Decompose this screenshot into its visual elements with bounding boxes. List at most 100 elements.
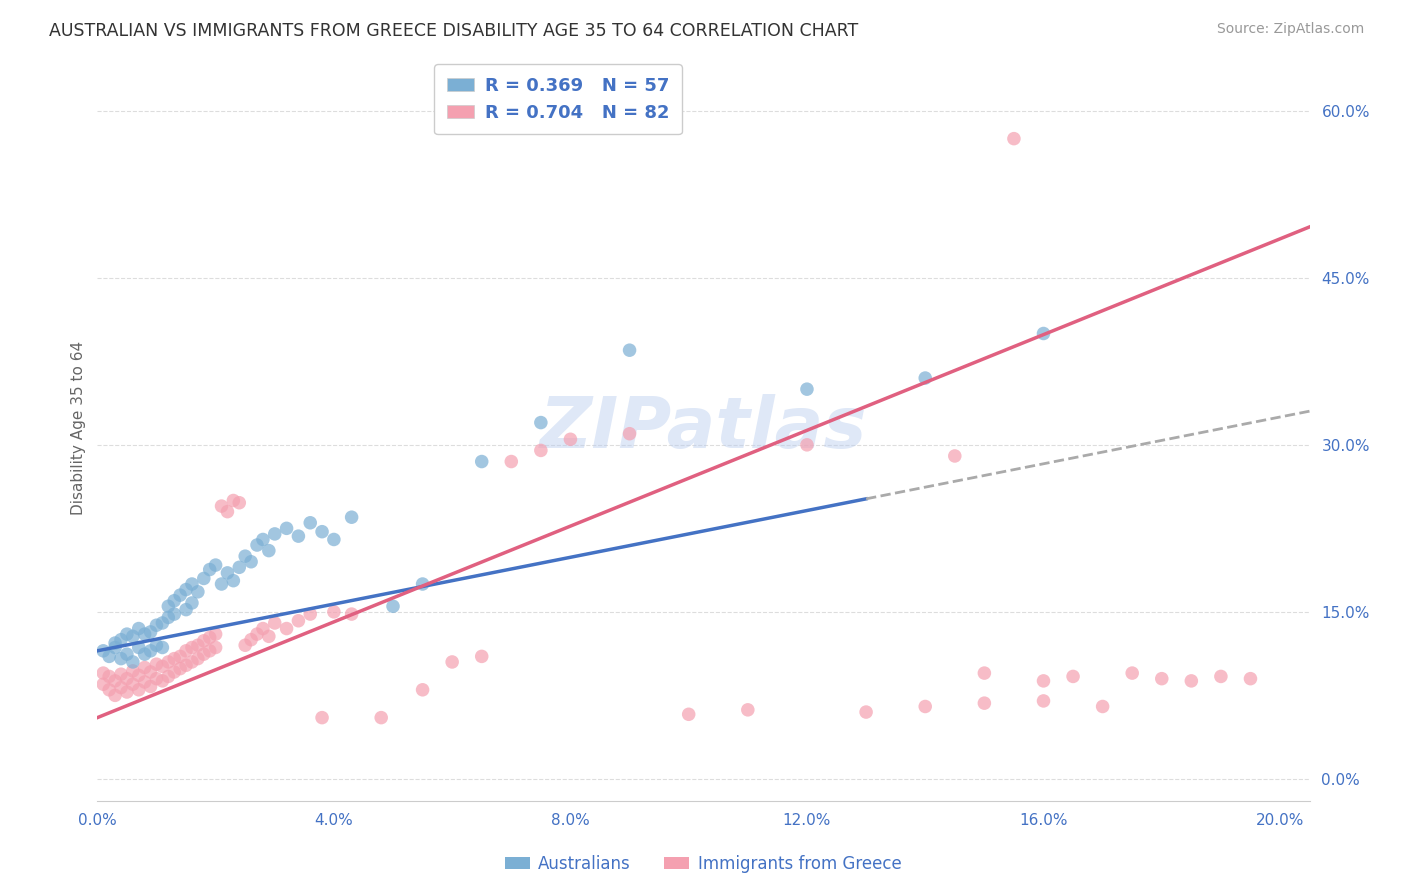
Point	[1121, 666, 1143, 681]
Point	[104, 640, 127, 655]
Point	[382, 599, 405, 614]
Point	[152, 673, 174, 688]
Point	[1239, 672, 1261, 686]
Point	[104, 673, 127, 688]
Point	[193, 647, 215, 661]
Point	[1180, 673, 1202, 688]
Point	[1032, 673, 1054, 688]
Point	[1091, 699, 1114, 714]
Point	[252, 622, 274, 636]
Point	[257, 543, 280, 558]
Point	[134, 660, 156, 674]
Point	[181, 577, 204, 591]
Point	[174, 644, 197, 658]
Point	[240, 632, 263, 647]
Point	[198, 563, 221, 577]
Point	[311, 524, 333, 539]
Point	[181, 596, 204, 610]
Text: AUSTRALIAN VS IMMIGRANTS FROM GREECE DISABILITY AGE 35 TO 64 CORRELATION CHART: AUSTRALIAN VS IMMIGRANTS FROM GREECE DIS…	[49, 22, 859, 40]
Point	[163, 665, 186, 679]
Point	[340, 510, 363, 524]
Point	[110, 651, 132, 665]
Point	[115, 672, 138, 686]
Point	[287, 529, 309, 543]
Point	[193, 571, 215, 585]
Point	[276, 521, 298, 535]
Point	[855, 705, 877, 719]
Point	[98, 649, 121, 664]
Point	[134, 647, 156, 661]
Point	[252, 533, 274, 547]
Point	[174, 658, 197, 673]
Point	[211, 499, 233, 513]
Legend: Australians, Immigrants from Greece: Australians, Immigrants from Greece	[498, 848, 908, 880]
Point	[152, 659, 174, 673]
Point	[204, 558, 226, 573]
Point	[121, 677, 143, 691]
Point	[287, 614, 309, 628]
Point	[228, 496, 250, 510]
Point	[228, 560, 250, 574]
Point	[530, 416, 553, 430]
Point	[157, 655, 180, 669]
Point	[145, 672, 167, 686]
Point	[181, 640, 204, 655]
Point	[174, 602, 197, 616]
Point	[796, 382, 818, 396]
Text: Source: ZipAtlas.com: Source: ZipAtlas.com	[1216, 22, 1364, 37]
Point	[276, 622, 298, 636]
Point	[560, 432, 582, 446]
Point	[104, 636, 127, 650]
Point	[198, 631, 221, 645]
Point	[104, 689, 127, 703]
Point	[128, 622, 150, 636]
Point	[193, 633, 215, 648]
Point	[121, 664, 143, 678]
Point	[91, 677, 114, 691]
Point	[110, 681, 132, 695]
Point	[412, 682, 434, 697]
Point	[128, 640, 150, 655]
Point	[1032, 326, 1054, 341]
Point	[110, 632, 132, 647]
Point	[340, 607, 363, 621]
Point	[217, 566, 239, 580]
Y-axis label: Disability Age 35 to 64: Disability Age 35 to 64	[72, 341, 86, 516]
Point	[1150, 672, 1173, 686]
Point	[370, 711, 392, 725]
Point	[796, 438, 818, 452]
Point	[737, 703, 759, 717]
Point	[139, 680, 162, 694]
Point	[121, 629, 143, 643]
Point	[204, 627, 226, 641]
Point	[128, 682, 150, 697]
Point	[115, 647, 138, 661]
Point	[98, 669, 121, 683]
Point	[139, 624, 162, 639]
Point	[412, 577, 434, 591]
Point	[187, 651, 209, 665]
Point	[98, 682, 121, 697]
Point	[157, 669, 180, 683]
Point	[91, 644, 114, 658]
Point	[311, 711, 333, 725]
Legend: R = 0.369   N = 57, R = 0.704   N = 82: R = 0.369 N = 57, R = 0.704 N = 82	[434, 64, 682, 135]
Point	[169, 662, 191, 676]
Point	[134, 675, 156, 690]
Point	[263, 527, 285, 541]
Point	[198, 644, 221, 658]
Point	[1062, 669, 1084, 683]
Point	[619, 426, 641, 441]
Point	[145, 618, 167, 632]
Point	[222, 493, 245, 508]
Point	[217, 505, 239, 519]
Point	[1032, 694, 1054, 708]
Point	[163, 593, 186, 607]
Point	[222, 574, 245, 588]
Point	[322, 533, 344, 547]
Point	[914, 371, 936, 385]
Point	[299, 607, 322, 621]
Point	[139, 665, 162, 679]
Point	[110, 667, 132, 681]
Point	[115, 685, 138, 699]
